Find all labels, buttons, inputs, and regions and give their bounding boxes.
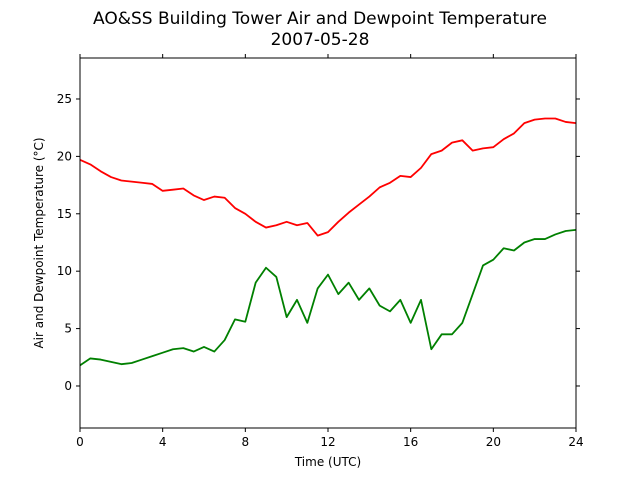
x-tick-label: 4 [159, 435, 167, 449]
x-tick-label: 8 [242, 435, 250, 449]
y-axis-label: Air and Dewpoint Temperature (°C) [32, 137, 46, 348]
data-line [79, 228, 577, 367]
y-tick-label: 0 [64, 379, 72, 393]
y-tick-label: 20 [57, 149, 72, 163]
data-line [79, 117, 577, 237]
plot-frame [79, 57, 577, 429]
x-tick-label: 0 [76, 435, 84, 449]
y-tick-label: 5 [64, 322, 72, 336]
x-axis-label: Time (UTC) [294, 455, 361, 469]
y-tick-label: 25 [57, 92, 72, 106]
y-tick-label: 15 [57, 207, 72, 221]
x-tick-label: 12 [320, 435, 335, 449]
x-tick-label: 16 [403, 435, 418, 449]
x-tick-label: 20 [486, 435, 501, 449]
y-tick-label: 10 [57, 264, 72, 278]
chart-title: AO&SS Building Tower Air and Dewpoint Te… [93, 9, 547, 29]
chart-subtitle: 2007-05-28 [271, 30, 370, 50]
x-tick-label: 24 [568, 435, 583, 449]
